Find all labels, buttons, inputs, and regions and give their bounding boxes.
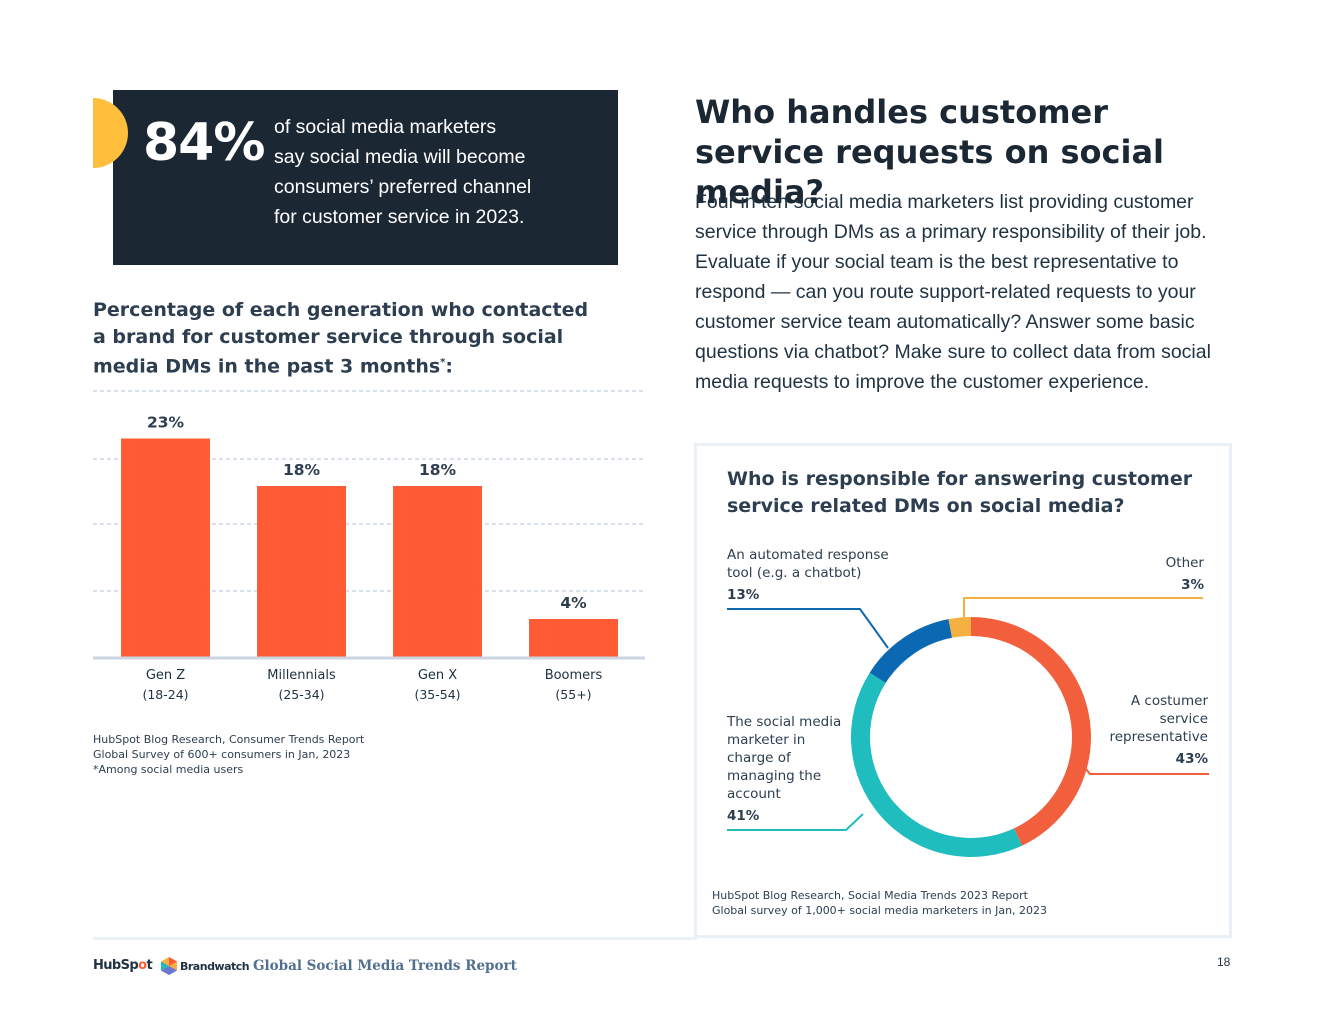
stat-line: for customer service in 2023. [274,206,525,228]
donut-slice [869,619,953,683]
bar-chart-title-end: : [445,355,454,378]
bar-chart-title: Percentage of each generation who contac… [93,297,603,380]
bar-millennials [257,486,346,657]
bar-category-label: Millennials [267,668,336,683]
bar-gen-z [121,438,210,657]
donut-leader-line [727,813,864,831]
bar-chart-title-text: Percentage of each generation who contac… [93,299,589,378]
donut-chart-title: Who is responsible for answering custome… [727,468,1193,517]
donut-slice [971,617,1092,846]
donut-pct-other: 3% [1181,577,1204,593]
donut-slice [850,672,1023,858]
page-heading: Who handles customer service requests on… [695,93,1165,211]
stat-line: consumers’ preferred channel [274,176,532,198]
source-line: Global survey of 1,000+ social media mar… [712,904,1048,917]
bar-chart-source: HubSpot Blog Research, Consumer Trends R… [93,732,364,777]
hubspot-logo-part: HubSp [93,958,139,973]
bar-value-label: 18% [419,461,457,479]
source-line: HubSpot Blog Research, Consumer Trends R… [93,733,365,746]
bar-category-label: Gen X [418,668,457,683]
hubspot-logo-part: t [146,958,153,973]
bar-chart: 23% Gen Z (18-24) 18% Millennials (25-34) 18% G… [93,390,645,702]
source-line: HubSpot Blog Research, Social Media Tren… [712,889,1028,902]
donut-pct-automated: 13% [727,587,760,603]
stat-text: of social media marketers say social med… [274,112,594,232]
body-paragraph: Four in ten social media marketers list … [695,191,1211,393]
bar-category-sublabel: (25-34) [278,687,324,702]
donut-label-other: Other [1165,555,1204,571]
donut-leader-line [963,597,1203,628]
hubspot-logo: HubSpot [93,958,153,973]
stat-number: 84% [143,113,265,173]
bar-chart-title-mark: * [440,357,446,368]
brandwatch-logo-text: Brandwatch [180,960,250,973]
stat-line: of social media marketers [274,116,497,138]
bar-value-label: 4% [560,594,587,612]
footer-report-title: Global Social Media Trends Report [253,958,517,974]
donut-leader-line [1081,763,1209,775]
bar-category-sublabel: (18-24) [142,687,188,702]
bar-boomers [529,619,618,657]
donut-label-representative: A costumer service representative [1109,693,1209,745]
bar-gen-x [393,486,482,657]
bar-category-sublabel: (35-54) [414,687,460,702]
donut-chart [727,597,1209,858]
bar-category-label: Gen Z [146,668,185,683]
donut-slice [948,617,971,638]
page-number: 18 [1217,955,1231,969]
donut-pct-marketer: 41% [727,808,760,824]
source-line: *Among social media users [93,763,244,776]
source-line: Global Survey of 600+ consumers in Jan, … [93,748,351,761]
hubspot-logo-sprocket: o [138,958,147,973]
stat-callout-box [113,90,618,265]
stat-line: say social media will become [274,146,526,168]
donut-label-marketer: The social media marketer in charge of m… [727,714,842,802]
bar-category-label: Boomers [545,668,603,683]
donut-chart-source: HubSpot Blog Research, Social Media Tren… [712,888,1047,918]
donut-leader-line [727,608,889,649]
donut-label-automated: An automated response tool (e.g. a chatb… [727,547,889,581]
bar-value-label: 18% [283,461,321,479]
donut-pct-representative: 43% [1175,751,1208,767]
bar-category-sublabel: (55+) [555,687,591,702]
brandwatch-logo-icon [161,957,177,975]
footer-divider [93,937,697,940]
bar-value-label: 23% [147,414,185,432]
